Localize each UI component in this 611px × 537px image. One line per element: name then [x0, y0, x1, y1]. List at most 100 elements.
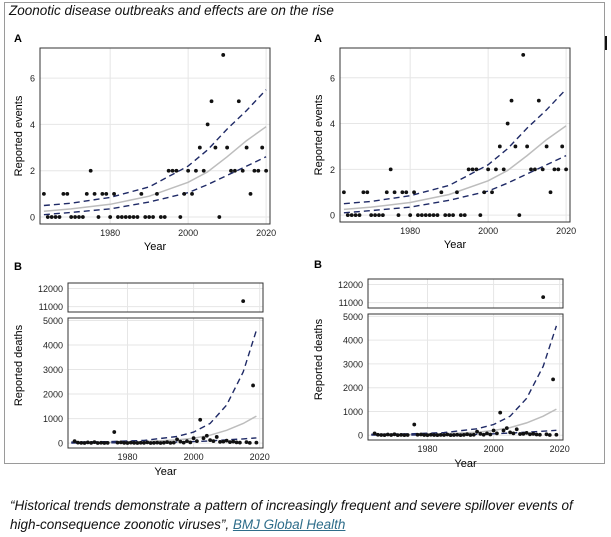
data-point: [204, 433, 209, 438]
data-point: [147, 215, 152, 219]
data-point: [178, 215, 183, 219]
data-point: [251, 383, 255, 388]
y-tick-label: 0: [330, 211, 335, 221]
events-chart-left: A 0 2 4 6 1980 2000 2020 Year Reported events: [13, 33, 276, 253]
data-point: [148, 441, 153, 445]
data-point: [353, 213, 358, 218]
data-point: [554, 432, 559, 437]
data-point: [53, 215, 58, 219]
y-tick-label: 5000: [343, 312, 363, 322]
data-point: [205, 122, 210, 127]
data-point: [65, 191, 70, 196]
data-point: [405, 433, 410, 437]
data-point: [118, 440, 123, 445]
x-tick-label: 1980: [100, 228, 120, 238]
source-link[interactable]: BMJ Global Health: [232, 517, 346, 532]
data-point: [468, 433, 473, 437]
ci-upper-line: [43, 89, 267, 207]
figure-frame: [4, 2, 605, 464]
data-point: [139, 191, 144, 196]
x-tick-label: 1980: [417, 444, 437, 454]
data-point: [77, 215, 81, 219]
panel-label: B: [14, 261, 22, 273]
page-title: Zoonotic disease outbreaks and effects a…: [9, 3, 334, 18]
y-tick-label: 12000: [38, 284, 63, 294]
data-point: [104, 191, 109, 196]
data-point: [122, 440, 127, 445]
data-point: [96, 215, 101, 219]
x-tick-label: 2000: [484, 444, 504, 454]
data-point: [244, 440, 249, 445]
y-axis-label: Reported events: [13, 95, 25, 176]
data-point: [95, 441, 100, 445]
data-point: [213, 145, 218, 150]
data-point: [190, 191, 194, 196]
data-point: [99, 440, 103, 445]
data-point: [256, 168, 261, 173]
figure-caption: “Historical trends demonstrate a pattern…: [10, 496, 605, 534]
y-axis-label: Reported events: [313, 94, 325, 175]
data-point: [102, 441, 107, 445]
data-point: [517, 213, 522, 218]
data-point: [127, 215, 132, 219]
data-point: [236, 99, 241, 104]
data-point: [438, 432, 443, 437]
y-tick-label: 1000: [343, 407, 363, 417]
data-point: [501, 428, 506, 433]
data-point: [108, 215, 113, 219]
events-chart-right: A 0 2 4 6 1980 2000 2020 Year Reported events: [313, 33, 576, 251]
data-point: [361, 190, 366, 195]
data-point: [254, 440, 259, 445]
data-point: [112, 191, 116, 196]
data-point: [92, 191, 97, 196]
deaths-chart-right: B 11000 12000 0 1000 2000 3000 4000 5000 1980 2000…: [313, 259, 570, 470]
caption-quote: “Historical trends demonstrate a pattern…: [10, 498, 573, 532]
x-axis-label: Year: [454, 458, 477, 470]
data-point: [105, 440, 110, 445]
data-point: [201, 168, 206, 173]
data-point: [447, 213, 452, 218]
y-tick-label: 11000: [39, 302, 63, 312]
data-point: [478, 213, 483, 218]
panel-label: A: [14, 33, 22, 45]
data-point: [162, 215, 167, 219]
data-point: [214, 435, 219, 439]
data-point: [186, 168, 191, 173]
fit-line: [371, 408, 557, 436]
data-point: [165, 440, 170, 445]
data-point: [396, 213, 401, 218]
ci-lower-line: [43, 156, 267, 216]
data-point: [194, 439, 199, 444]
data-point: [132, 440, 137, 445]
data-point: [452, 433, 456, 437]
data-point: [425, 433, 430, 438]
y-axis-label: Reported deaths: [313, 318, 325, 400]
x-tick-label: 2020: [550, 444, 570, 454]
data-point: [85, 440, 90, 445]
y-tick-label: 1000: [43, 414, 63, 424]
data-point: [218, 439, 222, 444]
data-point: [217, 215, 222, 219]
data-point: [537, 432, 542, 437]
x-axis-label: Year: [144, 241, 167, 253]
data-point: [45, 215, 50, 219]
data-point: [237, 440, 242, 445]
y-tick-label: 2000: [343, 383, 363, 393]
data-point: [365, 190, 370, 195]
data-point: [155, 191, 159, 196]
x-tick-label: 2000: [178, 228, 198, 238]
y-tick-label: 4: [30, 120, 35, 130]
data-point: [498, 410, 503, 415]
data-point: [564, 167, 569, 172]
data-point: [80, 215, 85, 219]
data-point: [497, 144, 502, 149]
data-point: [431, 213, 436, 218]
data-point: [211, 439, 216, 444]
data-point: [100, 191, 105, 196]
data-point: [534, 432, 539, 437]
data-point: [439, 190, 444, 195]
data-point: [428, 432, 433, 437]
data-point: [82, 441, 87, 445]
data-point: [518, 432, 522, 436]
data-point: [455, 190, 459, 195]
